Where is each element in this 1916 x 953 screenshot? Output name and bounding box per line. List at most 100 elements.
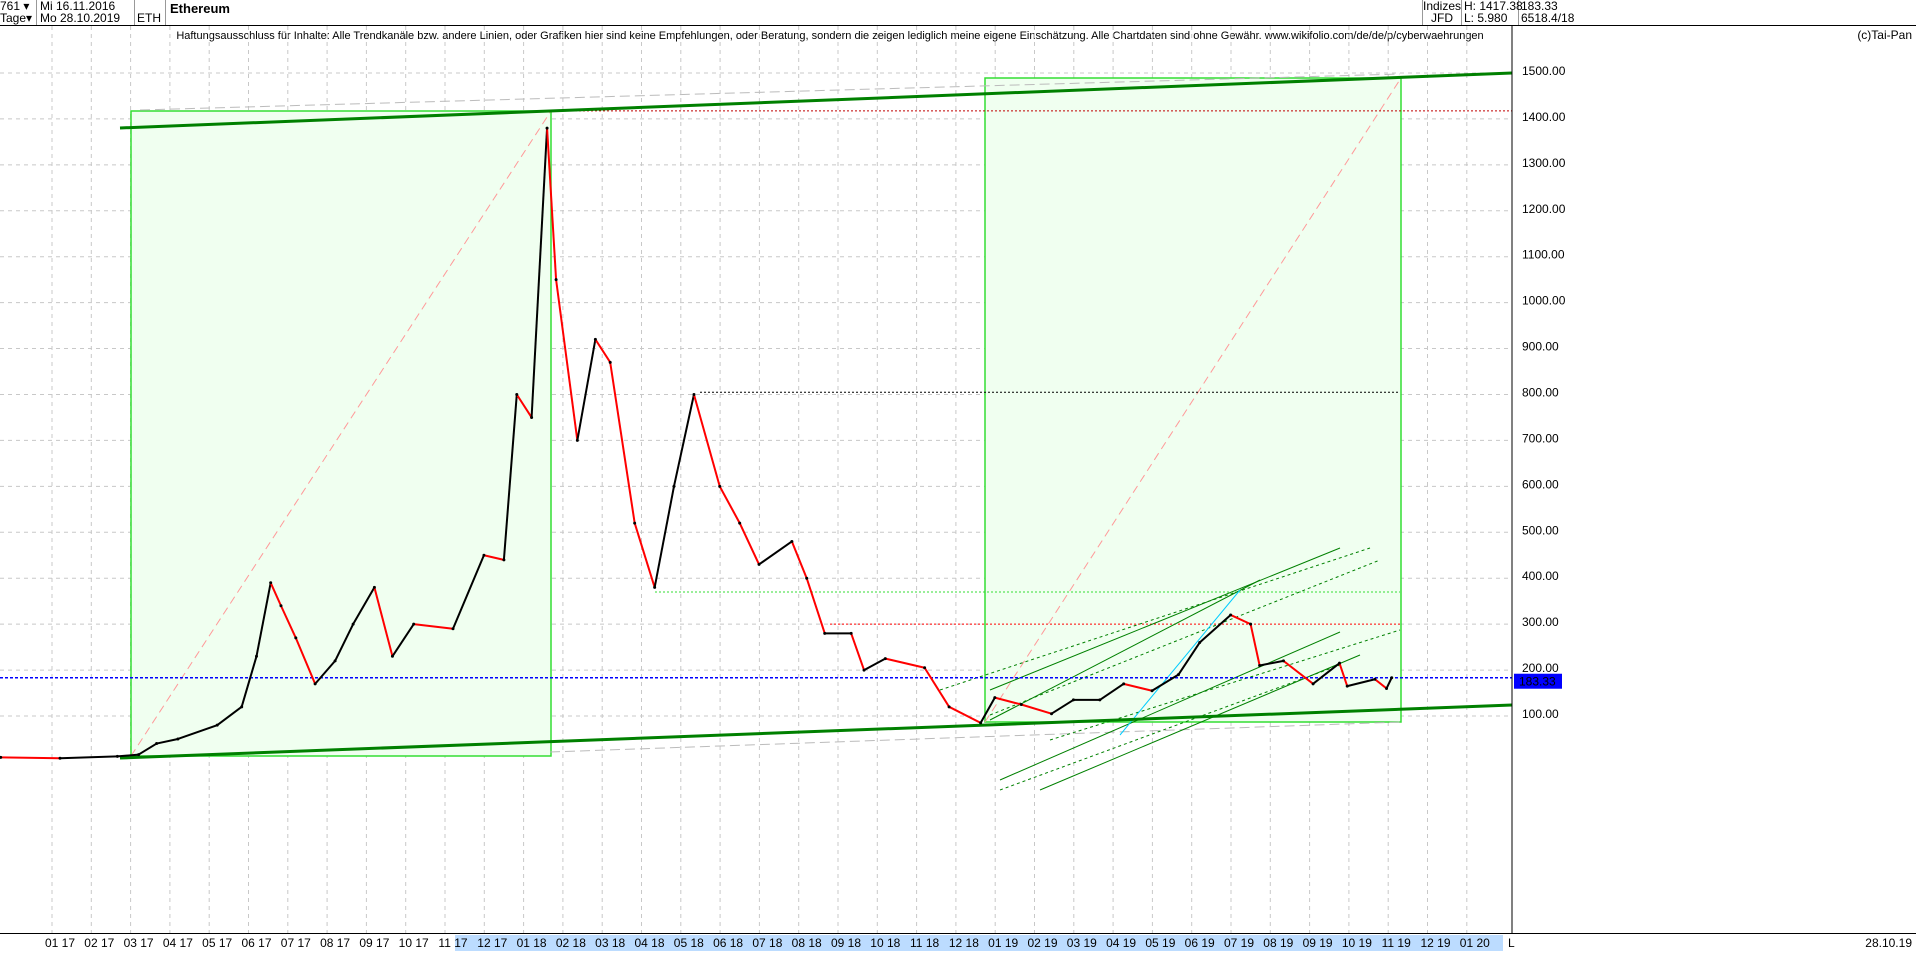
y-tick-label: 800.00 [1522,385,1559,399]
date-to[interactable]: Mo 28.10.2019 [40,11,121,25]
price-point [1122,682,1126,686]
price-point [0,755,3,759]
price-point [979,721,983,725]
x-tick-label: 03 18 [595,936,626,950]
price-segment [692,394,721,487]
price-point [1198,641,1202,645]
price-segment [576,339,597,441]
price-point [1249,622,1253,626]
price-chart[interactable]: 100.00 200.00 300.00 400.00 500.00 600.00 700.… [0,26,1916,933]
price-point [545,126,549,130]
price-segment [1374,678,1388,690]
price-segment [280,605,297,639]
price-segment [758,540,793,566]
price-point [155,742,159,746]
price-segment [334,623,355,662]
date-range[interactable]: Mi 16.11.2016 Mo 28.10.2019 [38,0,135,25]
price-segment [0,756,61,760]
price-point [176,737,180,741]
price-series [0,126,1394,760]
price-segment [413,623,454,630]
x-tick-label: 12 19 [1420,936,1451,950]
price-point [692,392,696,396]
price-point [1311,682,1315,686]
bars-select[interactable]: 761 ▾ Tage▾ [0,0,37,25]
price-point [390,654,394,658]
lower-trendline [119,703,1513,760]
exchange: JFD [1431,11,1453,25]
channel-line [989,559,1381,716]
price-segment [546,128,558,280]
price-segment [314,660,336,685]
price-segment [863,657,886,671]
price-point [672,484,676,488]
price-point [1019,703,1023,707]
x-tick-label: 11 19 [1381,936,1411,950]
channel-line [989,579,1261,721]
x-axis: 01 17 02 17 03 17 04 17 05 17 06 17 07 17 08 17… [0,933,1916,953]
x-tick-label: 04 18 [634,936,665,950]
price-point [947,705,951,709]
y-tick-label: 500.00 [1522,523,1559,537]
diagonal-line [984,77,1402,723]
price-point [351,622,355,626]
price-point [993,696,997,700]
price-point [279,604,283,608]
x-tick-label: 10 19 [1341,936,1372,950]
price-point [738,521,742,525]
market: Indizes [1423,0,1462,13]
price-point [240,705,244,709]
x-tick-label: 07 19 [1223,936,1255,950]
price-segment [502,394,518,560]
date-from[interactable]: Mi 16.11.2016 [40,0,116,13]
x-tick-label: 03 17 [123,936,154,950]
y-tick-label: 300.00 [1522,615,1559,629]
price-point [482,553,486,557]
price-segment [1259,659,1284,667]
price-point [1390,676,1394,680]
price-segment [373,587,394,657]
price-segment [216,706,243,726]
price-segment [923,667,950,708]
price-segment [391,623,415,657]
channel-line [999,631,1341,781]
price-segment [240,656,258,708]
x-tick-label: 11 17 [438,936,468,950]
last-value: 183.33 [1521,0,1558,13]
period-select[interactable]: Tage [0,11,27,25]
price-point [883,657,887,661]
price-segment [979,697,996,724]
price-segment [1123,682,1153,692]
x-tick-label: 07 17 [280,936,311,950]
price-point [1385,686,1389,690]
y-tick-label: 1500.00 [1522,64,1566,78]
price-segment [138,742,158,756]
selection-highlight [455,935,1503,951]
upper-trendline [119,71,1513,130]
x-tick-label: 01 19 [988,936,1019,950]
price-point [1050,712,1054,716]
price-segment [483,554,505,561]
price-point [633,521,637,525]
price-segment [352,586,376,625]
price-segment [790,541,808,579]
copyright: (c)Tai-Pan [1857,28,1912,42]
chart-title: Ethereum [170,1,230,16]
x-tick-label: 04 19 [1106,936,1137,950]
diagonal-line [130,110,552,757]
x-tick-label: 01 18 [516,936,547,950]
y-tick-label: 1300.00 [1522,156,1566,170]
price-segment [1099,683,1125,701]
price-segment [1312,662,1341,685]
price-point [313,682,317,686]
price-segment [850,632,865,671]
x-tick-label: 01 17 [44,936,76,950]
price-segment [609,362,636,524]
mode-indicator[interactable]: L [1508,936,1515,950]
x-tick-label: 01 20 [1459,936,1490,950]
last-price-label: 183.33 [1519,675,1556,689]
x-tick-label: 05 18 [673,936,704,950]
price-point [593,337,597,341]
last-date: 28.10.19 [1865,936,1912,950]
price-point [1150,689,1154,693]
